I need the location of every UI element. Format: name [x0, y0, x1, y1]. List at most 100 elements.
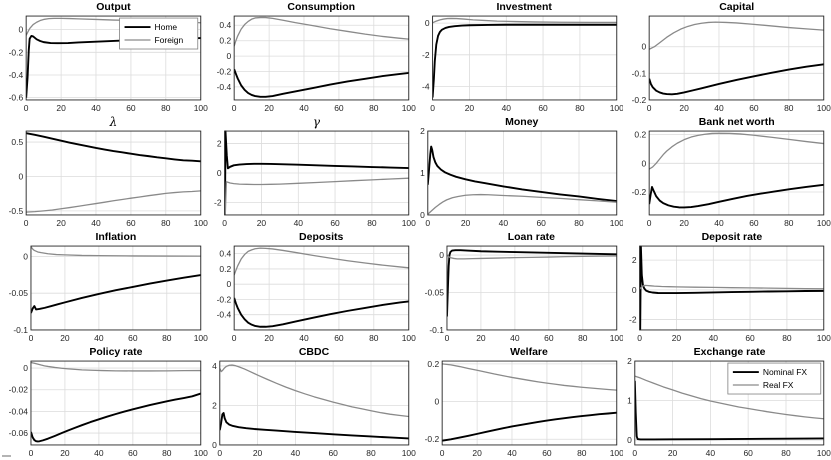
svg-text:-2: -2 — [214, 197, 222, 207]
svg-text:100: 100 — [609, 333, 623, 343]
svg-text:0: 0 — [642, 42, 647, 52]
svg-text:60: 60 — [749, 103, 759, 113]
chart-deposit-rate: Deposit rate 0 20 40 60 80 100 2 0 -2 — [623, 230, 831, 345]
svg-text:100: 100 — [194, 103, 208, 113]
svg-text:100: 100 — [817, 448, 831, 458]
svg-text:0: 0 — [637, 333, 642, 343]
svg-text:0.4: 0.4 — [219, 20, 231, 30]
chart-plot-deposits: 0 20 40 60 80 100 0.4 0.2 0 -0.2 -0.4 — [216, 245, 416, 343]
svg-text:80: 80 — [575, 103, 585, 113]
svg-text:80: 80 — [369, 333, 379, 343]
svg-text:2: 2 — [217, 139, 222, 149]
svg-text:20: 20 — [56, 103, 66, 113]
svg-text:-0.1: -0.1 — [429, 325, 444, 335]
svg-text:40: 40 — [299, 103, 309, 113]
svg-text:Home: Home — [155, 22, 178, 32]
svg-text:20: 20 — [253, 448, 263, 458]
svg-text:100: 100 — [194, 333, 208, 343]
chart-policy-rate: Policy rate 0 20 40 60 80 100 0 -0.02 -0.04 -0.06 — [0, 345, 208, 460]
svg-text:-2: -2 — [422, 50, 430, 60]
svg-text:100: 100 — [401, 218, 415, 228]
svg-text:0: 0 — [420, 210, 425, 220]
svg-text:20: 20 — [476, 333, 486, 343]
svg-text:0: 0 — [425, 218, 430, 228]
svg-text:80: 80 — [782, 333, 792, 343]
svg-text:2: 2 — [420, 128, 425, 136]
svg-text:4: 4 — [212, 361, 217, 371]
chart-plot-capital: 0 20 40 60 80 100 0 -0.1 -0.2 — [632, 15, 831, 113]
svg-text:20: 20 — [264, 333, 274, 343]
svg-text:100: 100 — [817, 333, 831, 343]
svg-text:1: 1 — [627, 396, 632, 406]
svg-text:-0.1: -0.1 — [632, 68, 647, 78]
svg-text:80: 80 — [161, 103, 171, 113]
chart-output: Output 0 20 40 60 80 100 0 -0.2 -0.4 -0.6 Home Fore… — [0, 0, 208, 115]
chart-title-gamma: γ — [312, 115, 320, 129]
svg-text:0: 0 — [434, 397, 439, 407]
svg-text:60: 60 — [334, 333, 344, 343]
svg-text:-0.04: -0.04 — [9, 406, 29, 416]
svg-text:60: 60 — [538, 103, 548, 113]
svg-text:0: 0 — [439, 250, 444, 260]
svg-text:60: 60 — [126, 103, 136, 113]
svg-text:100: 100 — [194, 218, 208, 228]
chart-title-bank-net-worth: Bank net worth — [698, 116, 775, 128]
svg-text:2: 2 — [627, 358, 632, 366]
svg-text:0: 0 — [24, 103, 29, 113]
chart-title-policy-rate: Policy rate — [89, 346, 143, 358]
svg-text:Foreign: Foreign — [155, 35, 184, 45]
chart-title-cbdc: CBDC — [298, 346, 330, 358]
svg-text:40: 40 — [501, 103, 511, 113]
svg-text:Nominal FX: Nominal FX — [763, 367, 808, 377]
svg-text:20: 20 — [264, 103, 274, 113]
svg-text:0: 0 — [424, 18, 429, 28]
chart-title-loan-rate: Loan rate — [507, 231, 555, 243]
svg-text:0.2: 0.2 — [635, 130, 647, 140]
svg-text:20: 20 — [60, 333, 70, 343]
svg-text:40: 40 — [706, 448, 716, 458]
svg-text:-0.2: -0.2 — [216, 294, 231, 304]
svg-text:20: 20 — [460, 218, 470, 228]
svg-text:0: 0 — [23, 363, 28, 373]
svg-text:80: 80 — [162, 448, 172, 458]
svg-text:80: 80 — [366, 448, 376, 458]
svg-text:80: 80 — [578, 333, 588, 343]
svg-text:0: 0 — [18, 25, 23, 35]
svg-text:0: 0 — [633, 448, 638, 458]
chart-title-lambda: λ — [109, 115, 118, 129]
svg-text:0: 0 — [444, 333, 449, 343]
chart-inflation: Inflation 0 20 40 60 80 100 0 -0.05 -0.1 — [0, 230, 208, 345]
svg-text:0: 0 — [232, 333, 237, 343]
svg-text:0: 0 — [439, 448, 444, 458]
svg-text:0: 0 — [632, 285, 637, 295]
chart-welfare: Welfare 0 20 40 60 80 100 0.2 0 -0.2 — [416, 345, 623, 460]
svg-text:-0.05: -0.05 — [9, 288, 29, 298]
cropped-caption-artifact — [2, 455, 11, 457]
svg-text:-0.4: -0.4 — [216, 310, 231, 320]
chart-plot-consumption: 0 20 40 60 80 100 0.4 0.2 0 -0.2 -0.4 — [216, 15, 416, 113]
svg-text:0: 0 — [24, 218, 29, 228]
svg-text:40: 40 — [91, 218, 101, 228]
svg-text:80: 80 — [784, 218, 794, 228]
svg-text:60: 60 — [746, 333, 756, 343]
svg-text:80: 80 — [782, 448, 792, 458]
svg-text:80: 80 — [162, 333, 172, 343]
chart-plot-exchange-rate: 0 20 40 60 80 100 2 1 0 Nominal FX Real FX — [627, 358, 831, 458]
svg-text:60: 60 — [328, 448, 338, 458]
svg-text:100: 100 — [609, 218, 623, 228]
chart-lambda: λ 0 20 40 60 80 100 0.5 0 -0.5 — [0, 115, 208, 230]
svg-text:2: 2 — [212, 401, 217, 411]
svg-text:80: 80 — [161, 218, 171, 228]
svg-text:20: 20 — [680, 218, 690, 228]
chart-plot-bank-net-worth: 0 20 40 60 80 100 0.2 0 -0.2 — [632, 130, 831, 228]
svg-text:20: 20 — [680, 103, 690, 113]
chart-title-money: Money — [505, 116, 539, 128]
svg-text:60: 60 — [330, 218, 340, 228]
svg-text:60: 60 — [126, 218, 136, 228]
svg-text:0: 0 — [627, 435, 632, 445]
chart-money: Money 0 20 40 60 80 100 2 1 0 — [416, 115, 624, 230]
